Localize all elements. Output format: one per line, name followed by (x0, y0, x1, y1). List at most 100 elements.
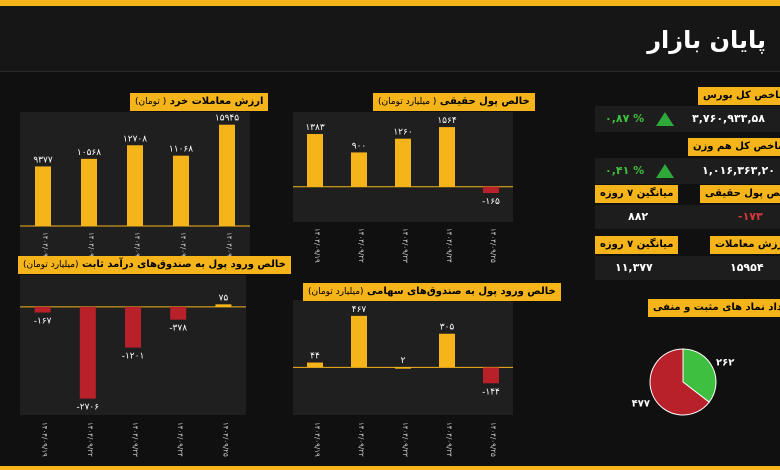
data-label: -۳۷۸ (169, 324, 187, 334)
bar (307, 362, 323, 368)
tick-label: ۱۴۰۴/۰۹/۲۵ (221, 422, 229, 457)
bar (395, 367, 411, 369)
data-label: -۱۴۴ (482, 387, 500, 397)
bar (439, 127, 455, 187)
retail-value-title-text: ارزش معاملات خرد (169, 96, 264, 107)
overall-index-label: شاخص کل بورس (698, 87, 780, 105)
data-label: ۱۲۷۰۸ (123, 134, 147, 144)
tick-label: ۱۴۰۴/۰۹/۱۹ (313, 228, 321, 263)
data-label: ۲ (401, 356, 406, 366)
bar (395, 138, 411, 187)
tick-label: ۱۴۰۴/۰۹/۲۵ (489, 228, 497, 263)
bar (170, 306, 187, 320)
tick-label: ۱۴۰۴/۰۹/۱۹ (41, 422, 49, 457)
trade-value-avg-value: ۱۱,۳۷۷ (615, 261, 653, 274)
bar (35, 166, 51, 226)
equal-weight-index-value: ۱,۰۱۶,۳۶۳,۲۰ (702, 164, 775, 177)
real-money-summary-value: -۱۷۳ (738, 210, 763, 223)
equity-funds-title-text: خالص ورود پول به صندوق‌های سهامی (367, 286, 556, 297)
data-label: ۱۳۸۳ (305, 123, 325, 133)
trade-value-summary-value: ۱۵۹۵۴ (730, 261, 764, 274)
tick-label: ۱۴۰۴/۰۹/۲۴ (445, 422, 453, 457)
data-label: ۷۵ (219, 293, 229, 303)
bar (173, 155, 189, 226)
equal-weight-index-row (595, 158, 780, 184)
overall-index-value: ۳,۷۶۰,۹۳۳,۵۸ (692, 112, 765, 125)
data-label: ۱۰۵۶۸ (77, 148, 101, 158)
real-money-summary-row (595, 205, 780, 229)
tick-label: ۱۴۰۴/۰۹/۲۲ (357, 228, 365, 263)
data-label: ۱۱۰۶۸ (169, 145, 193, 155)
symbols-title: تعداد نماد های مثبت و منفی (648, 299, 780, 317)
tick-label: ۱۴۰۴/۰۹/۲۳ (401, 228, 409, 263)
tick-label: ۱۴۰۴/۰۹/۲۵ (489, 422, 497, 457)
bar (483, 367, 499, 384)
page-title: پایان بازار (647, 26, 766, 54)
equity-funds-unit: (میلیارد تومان) (308, 287, 364, 297)
data-label: ۴۴ (310, 352, 320, 362)
up-triangle-icon (656, 164, 674, 178)
fixed-income-title: خالص ورود پول به صندوق‌های درآمد ثابت (م… (18, 256, 291, 274)
data-label: ۱۲۶۰ (393, 128, 412, 138)
data-label: -۱۶۵ (482, 197, 500, 207)
tick-label: ۱۴۰۴/۰۹/۱۹ (313, 422, 321, 457)
equal-weight-index-label: شاخص کل هم وزن (688, 138, 780, 156)
retail-value-unit: ( تومان) (135, 97, 167, 107)
data-label: -۱۶۷ (34, 317, 52, 327)
bar (439, 333, 455, 368)
bar (351, 152, 367, 187)
real-money-title: خالص پول حقیقی ( میلیارد تومان) (373, 93, 535, 111)
tick-label: ۱۴۰۴/۰۹/۲۲ (86, 422, 94, 457)
tick-label: ۱۴۰۴/۰۹/۲۲ (87, 232, 95, 267)
pie-slice-positive (682, 348, 717, 403)
bar (127, 145, 143, 226)
bar (125, 306, 141, 348)
real-money-avg-value: ۸۸۲ (628, 210, 649, 223)
data-label: ۹۳۷۷ (33, 155, 53, 165)
equity-funds-title: خالص ورود پول به صندوق‌های سهامی (میلیار… (303, 283, 561, 301)
tick-label: ۱۴۰۴/۰۹/۲۴ (445, 228, 453, 263)
real-money-unit: ( میلیارد تومان) (378, 97, 437, 107)
pie-value-label: ۲۶۲ (716, 357, 734, 368)
tick-label: ۱۴۰۴/۰۹/۲۳ (133, 232, 141, 267)
tick-label: ۱۴۰۴/۰۹/۲۳ (131, 422, 139, 457)
bar (215, 304, 232, 307)
trade-value-summary-row (595, 256, 780, 280)
tick-label: ۱۴۰۴/۰۹/۲۲ (357, 422, 365, 457)
fixed-income-unit: (میلیارد تومان) (23, 260, 79, 270)
bar (219, 124, 235, 226)
fixed-income-title-text: خالص ورود پول به صندوق‌های درآمد ثابت (82, 259, 286, 270)
real-money-avg-label: میانگین ۷ روزه (595, 185, 679, 203)
top-accent-line (0, 0, 780, 6)
bar (307, 133, 323, 187)
trade-value-summary-label: ارزش معاملات (710, 236, 780, 254)
overall-index-change: ۰,۸۷ % (605, 112, 645, 125)
up-triangle-icon (656, 112, 674, 126)
data-label: ۳۰۵ (440, 323, 455, 333)
tick-label: ۱۴۰۴/۰۹/۲۴ (176, 422, 184, 457)
data-label: -۲۷۰۶ (77, 403, 100, 413)
header-bar: پایان بازار (0, 6, 780, 72)
overall-index-row (595, 106, 780, 132)
data-label: ۴۶۷ (352, 305, 367, 315)
tick-label: ۱۴۰۴/۰۹/۲۵ (225, 232, 233, 267)
data-label: ۹۰۰ (352, 141, 367, 151)
data-label: ۱۵۶۴ (437, 116, 457, 126)
tick-label: ۱۴۰۴/۰۹/۲۴ (179, 232, 187, 267)
trade-value-avg-label: میانگین ۷ روزه (595, 236, 679, 254)
bar (34, 306, 51, 313)
bar (79, 306, 96, 399)
real-money-title-text: خالص پول حقیقی (439, 96, 530, 107)
bottom-accent-line (0, 466, 780, 470)
bar (81, 158, 97, 226)
tick-label: ۱۴۰۴/۰۹/۱۹ (41, 232, 49, 267)
pie-value-label: ۴۷۷ (632, 399, 650, 410)
data-label: ۱۵۹۴۵ (215, 114, 239, 124)
retail-value-title: ارزش معاملات خرد ( تومان) (130, 93, 269, 111)
equal-weight-index-change: ۰,۴۱ % (605, 164, 645, 177)
